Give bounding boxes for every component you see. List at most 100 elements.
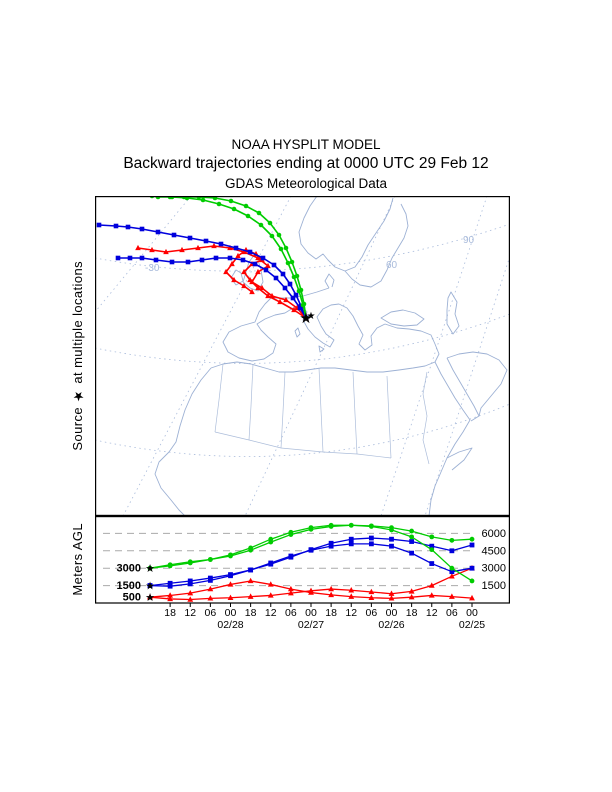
height-profile-marker xyxy=(227,581,234,587)
trajectory-map-marker xyxy=(155,197,161,199)
country-border xyxy=(352,371,358,455)
plot-title: Backward trajectories ending at 0000 UTC… xyxy=(123,155,489,172)
country-border xyxy=(318,367,324,453)
trajectory-map: -30 60 90 ★★ xyxy=(95,196,510,516)
trajectory-map-marker xyxy=(296,288,302,294)
x-axis-date-label: 02/27 xyxy=(298,619,324,631)
height-profile-marker xyxy=(268,560,274,566)
trajectory-map-marker xyxy=(113,223,119,229)
trajectory-map-marker xyxy=(277,298,283,305)
coastline xyxy=(294,327,301,338)
trajectory-map-marker xyxy=(115,255,121,261)
height-profile-marker xyxy=(248,567,254,573)
coastline xyxy=(222,287,330,362)
x-axis-tick-label: 00 xyxy=(225,607,237,619)
x-axis-tick-label: 00 xyxy=(466,607,478,619)
height-profile-marker xyxy=(167,580,173,586)
country-border xyxy=(214,431,392,459)
trajectory-map-marker xyxy=(297,305,303,311)
x-axis-date-label: 02/26 xyxy=(378,619,404,631)
trajectory-map-marker xyxy=(258,222,264,228)
trajectory-map-marker xyxy=(256,210,262,216)
height-profile-marker xyxy=(348,522,354,528)
x-axis-tick-label: 18 xyxy=(164,607,176,619)
trajectory-map-marker xyxy=(139,255,145,261)
height-profile-marker xyxy=(368,594,375,600)
x-axis-tick-label: 12 xyxy=(345,607,357,619)
height-profile-marker xyxy=(348,593,355,599)
trajectory-map-marker xyxy=(303,315,309,321)
y-axis-label: 3000 xyxy=(482,563,506,575)
trajectory-map-marker xyxy=(231,276,237,283)
trajectory-map-marker xyxy=(218,241,224,247)
y-axis-label: 1500 xyxy=(482,580,506,592)
height-profile-marker xyxy=(448,593,455,599)
trajectory-map-marker xyxy=(271,262,277,268)
coastline xyxy=(434,361,471,421)
y-axis-label: 4500 xyxy=(482,545,506,557)
meters-agl-label: Meters AGL xyxy=(69,523,85,596)
trajectory-map-marker xyxy=(247,276,253,283)
y-axis-label: 6000 xyxy=(482,528,506,540)
trajectory-map-marker xyxy=(245,213,251,219)
trajectory-map-marker xyxy=(184,197,190,201)
trajectory-map-marker xyxy=(241,282,247,289)
x-axis-tick-label: 00 xyxy=(386,607,398,619)
height-profile-marker xyxy=(167,592,174,598)
height-profile-marker xyxy=(288,529,294,535)
trajectory-map-marker xyxy=(231,206,237,212)
meteo-data-title: GDAS Meteorological Data xyxy=(224,176,388,191)
map-border xyxy=(95,196,510,516)
height-profile-marker xyxy=(409,539,415,544)
trajectory-map-marker xyxy=(149,246,155,253)
trajectory-map-marker xyxy=(265,262,271,269)
trajectory-map-marker xyxy=(273,275,279,281)
height-profile-marker xyxy=(428,582,435,588)
trajectory-map-marker xyxy=(149,197,155,199)
trajectory-map-marker xyxy=(135,244,141,251)
graticule-line xyxy=(245,197,395,515)
height-profile-marker xyxy=(227,594,234,600)
coastline xyxy=(338,303,386,351)
trajectory-map-marker xyxy=(169,259,175,265)
trajectory-map-marker xyxy=(213,255,219,261)
start-height-star: ★ xyxy=(145,592,155,604)
trajectory-map-marker xyxy=(227,244,233,251)
coastline xyxy=(428,419,471,515)
graticule-label: 90 xyxy=(463,235,475,246)
trajectory-map-marker xyxy=(287,281,293,287)
height-profile-marker xyxy=(187,578,193,584)
coastline xyxy=(324,273,335,289)
trajectory-map-marker xyxy=(187,235,193,241)
height-profile-marker xyxy=(409,528,415,534)
height-profile-marker xyxy=(409,550,415,556)
model-title: NOAA HYSPLIT MODEL xyxy=(231,137,381,152)
height-profile-marker xyxy=(328,543,334,549)
graticule-label: -30 xyxy=(145,263,160,274)
trajectory-map-marker xyxy=(249,288,255,295)
height-profile-marker xyxy=(389,536,394,542)
height-profile-marker xyxy=(448,573,455,579)
trajectory-map-marker xyxy=(259,284,265,291)
trajectory-map-marker xyxy=(179,246,185,253)
coastline xyxy=(380,309,425,327)
trajectory-map-marker xyxy=(216,201,222,207)
source-star: ★ xyxy=(299,310,312,327)
height-profile-marker xyxy=(247,593,254,599)
trajectory-map-marker xyxy=(125,224,131,230)
trajectory-map-marker xyxy=(227,255,233,261)
trajectory-map-marker xyxy=(276,232,282,238)
x-axis-tick-label: 12 xyxy=(426,607,438,619)
trajectory-map-marker xyxy=(139,226,145,232)
coastline xyxy=(230,269,244,286)
trajectory-map-marker xyxy=(255,284,261,291)
height-profile-marker xyxy=(389,543,394,549)
graticule-line xyxy=(96,403,509,457)
height-profile-marker xyxy=(247,577,254,584)
coastline xyxy=(242,253,264,292)
country-border xyxy=(422,371,430,465)
trajectory-map-marker xyxy=(96,222,102,228)
trajectory-map-marker xyxy=(203,238,209,244)
trajectory-map-marker xyxy=(291,274,297,280)
trajectory-map-path xyxy=(137,245,307,319)
